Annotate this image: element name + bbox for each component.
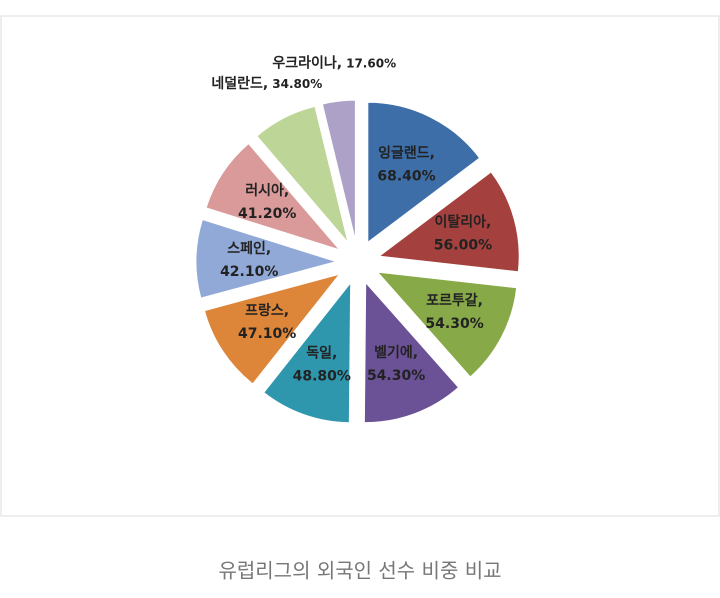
value-label: 68.40% [377,169,435,185]
value-label: 42.10% [220,264,278,280]
value-label: 54.30% [425,316,483,332]
pie-slice [205,142,342,251]
chart-frame [0,15,720,517]
value-label: 34.80% [272,76,322,90]
pie-slice [263,281,352,424]
pie-slice [363,281,460,424]
category-label: 스페인, [227,240,271,257]
category-label: 포르투갈, [426,293,483,309]
pie-slice [367,101,481,244]
category-label: 독일, [306,346,337,362]
category-label: 프랑스, [245,303,289,319]
value-label: 48.80% [293,369,351,385]
pie-slice [376,271,518,378]
pie-slice [195,218,338,299]
category-label: 네덜란드, [211,75,268,92]
category-label: 벨기에, [374,345,418,361]
value-label: 41.20% [238,206,296,222]
slice-label: 네덜란드, 34.80% [211,75,322,92]
value-label: 56.00% [434,237,492,253]
value-label: 17.60% [346,56,396,70]
category-label: 러시아, [245,182,289,199]
value-label: 47.10% [238,326,296,342]
category-label: 우크라이나, [272,54,342,71]
category-label: 이탈리아, [435,213,492,230]
caption: 유럽리그의 외국인 선수 비중 비교 [218,559,501,583]
pie-slice [256,105,349,243]
category-label: 잉글랜드, [378,145,435,162]
slice-label: 우크라이나, 17.60% [272,54,396,71]
value-label: 54.30% [367,368,425,384]
pie-slice [203,273,341,385]
pie-slice [377,171,520,273]
pie-slice [321,99,356,241]
